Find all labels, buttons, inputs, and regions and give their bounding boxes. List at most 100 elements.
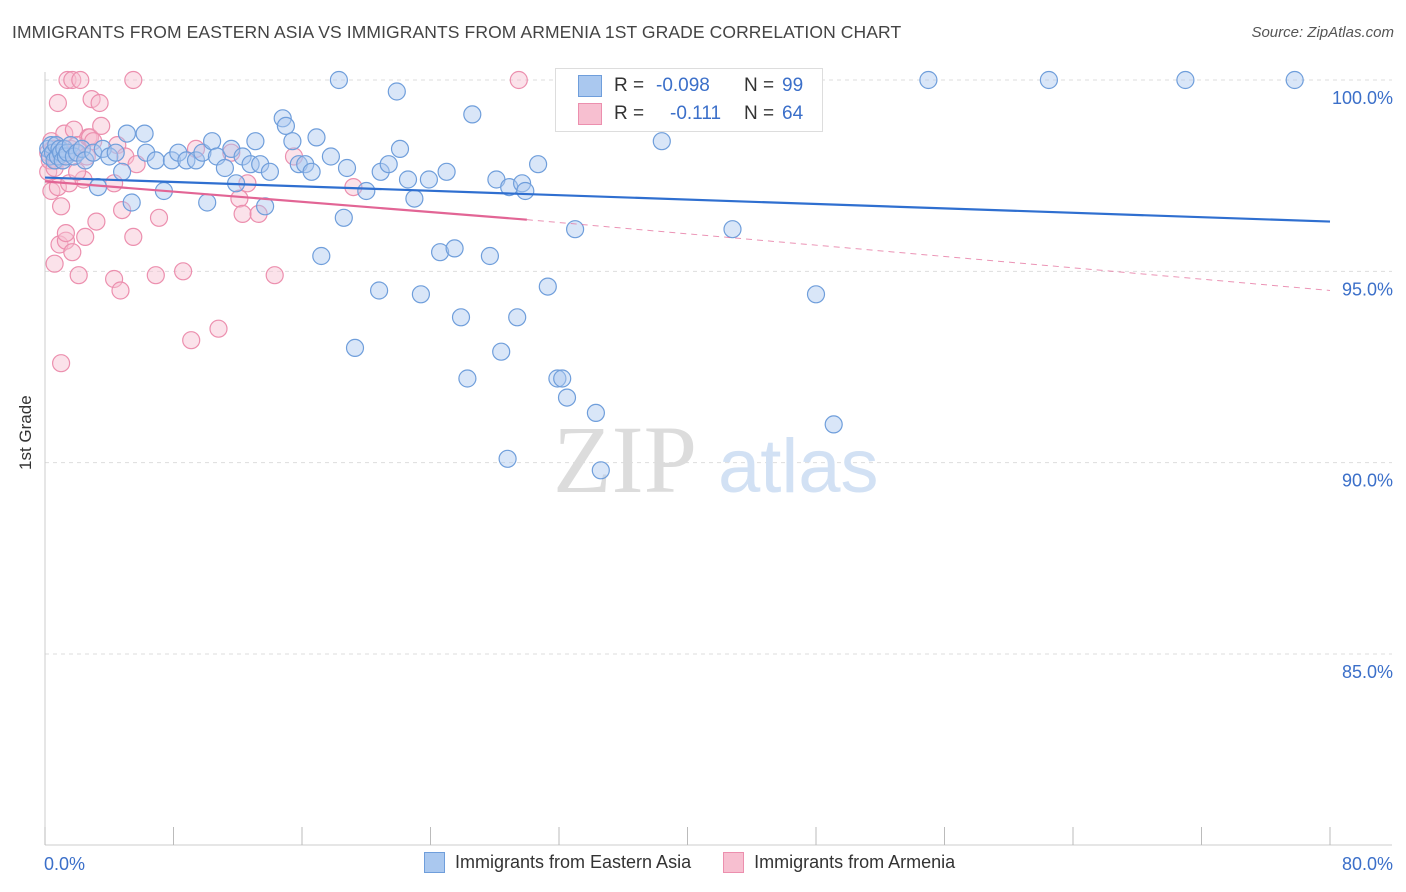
eastern-asia-point [419, 170, 438, 189]
series-legend-eastern-asia: Immigrants from Eastern Asia [424, 852, 691, 873]
y-tick-label: 100.0% [1332, 88, 1393, 108]
trend-lines [44, 176, 1331, 291]
eastern-asia-point [61, 136, 80, 155]
legend-swatch-blue [578, 75, 602, 97]
legend-r-value: -0.111 [670, 103, 722, 124]
eastern-asia-point [321, 147, 340, 166]
armenia-point [182, 331, 201, 350]
legend-r-label: R = [614, 103, 645, 124]
legend-row-eastern-asia: R = -0.098 N = 99 [578, 73, 803, 99]
eastern-asia-point [1176, 70, 1195, 90]
armenia-point [92, 116, 111, 136]
eastern-asia-point [806, 285, 826, 304]
eastern-asia-point [357, 181, 376, 201]
y-tick-label: 85.0% [1342, 662, 1393, 682]
eastern-asia-point [586, 403, 606, 422]
y-tick-label: 90.0% [1342, 471, 1393, 491]
legend-r-label: R = [614, 75, 645, 96]
eastern-asia-point [334, 208, 353, 227]
armenia-trend-extension [526, 219, 1331, 291]
armenia-point [124, 227, 143, 246]
eastern-asia-point [437, 162, 456, 181]
armenia-point [76, 227, 95, 246]
correlation-legend: R = -0.098 N = 99 R = -0.111 N = 64 [555, 68, 823, 132]
armenia-point [222, 143, 241, 162]
chart-title: IMMIGRANTS FROM EASTERN ASIA VS IMMIGRAN… [12, 22, 902, 42]
armenia-point [71, 70, 90, 90]
eastern-asia-point [337, 158, 357, 178]
armenia-point [209, 319, 228, 338]
armenia-point [230, 189, 249, 208]
armenia-point [112, 201, 132, 220]
series-legend-armenia: Immigrants from Armenia [723, 852, 955, 873]
eastern-asia-point [548, 369, 567, 388]
watermark-atlas: atlas [718, 424, 879, 509]
armenia-point [56, 231, 76, 250]
eastern-asia-point [492, 342, 511, 361]
eastern-asia-point [112, 162, 132, 181]
eastern-asia-point [919, 70, 938, 90]
y-tick-label: 95.0% [1342, 279, 1393, 299]
eastern-asia-point [117, 124, 137, 143]
eastern-asia-point [146, 151, 165, 170]
eastern-asia-trend-line [44, 176, 1331, 223]
armenia-point [87, 212, 106, 231]
eastern-asia-point [137, 143, 156, 162]
eastern-asia-point [405, 189, 424, 208]
series-label-armenia: Immigrants from Armenia [754, 852, 956, 872]
armenia-point [48, 93, 68, 113]
eastern-asia-point [528, 155, 548, 174]
eastern-asia-point [106, 143, 125, 162]
eastern-asia-point [390, 139, 410, 158]
eastern-asia-point [329, 70, 348, 90]
eastern-asia-point [553, 369, 572, 388]
eastern-asia-point [307, 128, 326, 147]
armenia-point [111, 281, 130, 300]
legend-n-label: N = [744, 75, 775, 96]
eastern-asia-point [565, 220, 585, 239]
source-credit: Source: ZipAtlas.com [1251, 24, 1394, 41]
armenia-point [124, 70, 143, 90]
eastern-asia-point [538, 277, 557, 296]
eastern-asia-point [72, 139, 92, 158]
eastern-asia-point [135, 124, 154, 143]
eastern-asia-point [122, 193, 141, 212]
eastern-asia-point [379, 155, 398, 174]
series-legend: Immigrants from Eastern Asia Immigrants … [424, 852, 987, 873]
armenia-point [56, 224, 76, 243]
armenia-point [265, 266, 284, 285]
watermark-zip: ZIP [553, 406, 697, 513]
armenia-point [63, 243, 82, 262]
armenia-point [174, 262, 193, 281]
armenia-point [45, 254, 64, 273]
armenia-point [249, 204, 268, 223]
x-tick-label: 80.0% [1342, 854, 1393, 874]
eastern-asia-points [39, 70, 1304, 480]
eastern-asia-point [557, 388, 577, 407]
eastern-asia-point [296, 155, 315, 174]
eastern-asia-point [387, 82, 406, 101]
legend-n-value: 99 [782, 75, 804, 96]
eastern-asia-point [723, 220, 742, 239]
eastern-asia-point [451, 308, 471, 327]
armenia-point [146, 266, 165, 285]
eastern-asia-point [345, 338, 365, 357]
eastern-asia-point [246, 132, 265, 151]
eastern-asia-point [498, 449, 517, 468]
eastern-asia-point [1039, 70, 1059, 90]
eastern-asia-point [824, 415, 843, 434]
eastern-asia-point [1285, 70, 1304, 90]
armenia-points [39, 70, 528, 373]
armenia-point [233, 204, 252, 223]
eastern-asia-point [370, 281, 389, 300]
eastern-asia-point [652, 132, 671, 151]
eastern-asia-point [458, 369, 477, 388]
armenia-point [509, 70, 528, 90]
eastern-asia-point [591, 461, 610, 480]
eastern-asia-point [463, 105, 482, 124]
eastern-asia-point [260, 162, 279, 181]
eastern-asia-point [508, 308, 527, 327]
series-swatch-blue [424, 852, 445, 873]
armenia-point [58, 70, 77, 90]
